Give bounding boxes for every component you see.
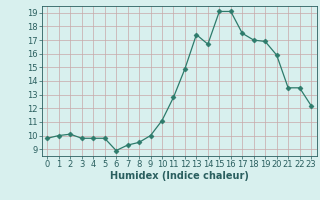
X-axis label: Humidex (Indice chaleur): Humidex (Indice chaleur) bbox=[110, 171, 249, 181]
